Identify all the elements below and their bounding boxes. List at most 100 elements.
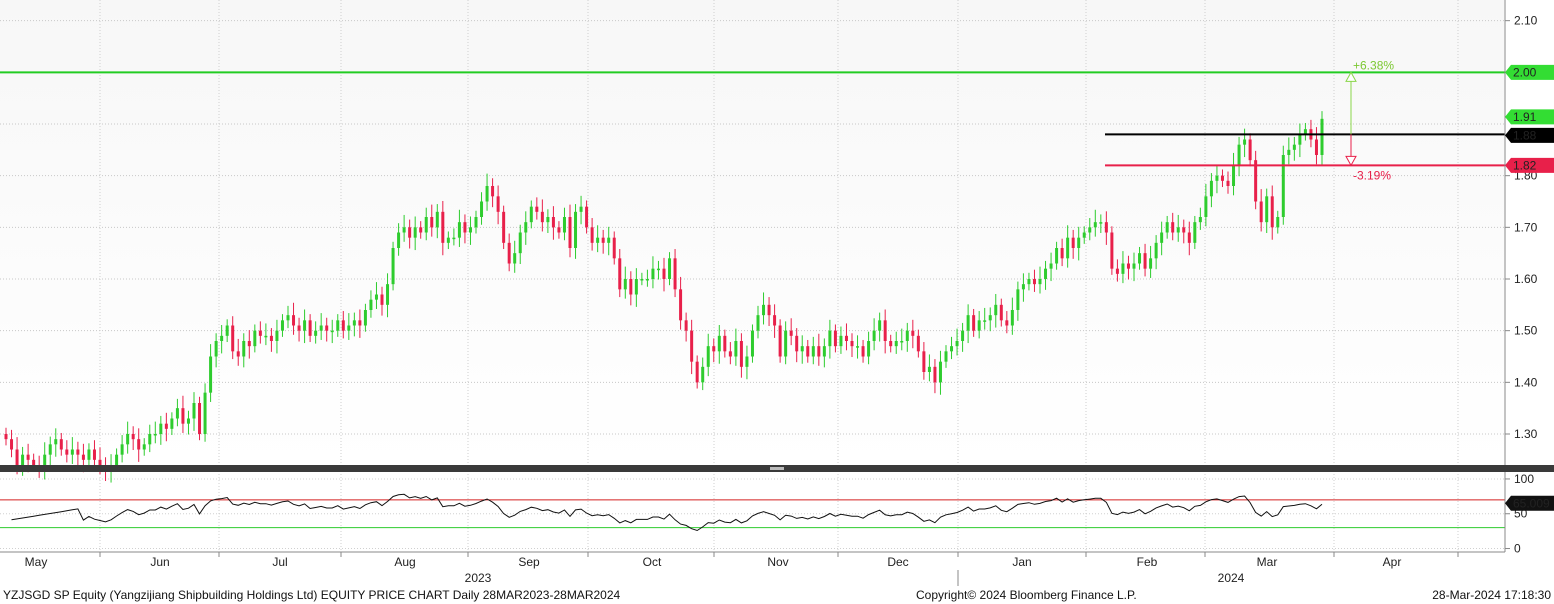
year-label: 2023 <box>465 571 492 585</box>
candle-body <box>181 408 185 424</box>
candle-body <box>1110 232 1114 269</box>
candle-body <box>983 320 987 322</box>
candle-body <box>557 227 561 233</box>
candle-body <box>209 356 213 393</box>
candle-body <box>65 449 69 455</box>
candle-body <box>1187 232 1191 243</box>
candle-body <box>1038 279 1042 285</box>
candle-body <box>640 279 644 281</box>
candle-body <box>850 341 854 347</box>
candle-body <box>1270 196 1274 228</box>
timestamp: 28-Mar-2024 17:18:30 <box>1432 588 1551 602</box>
rsi-line <box>11 493 1323 532</box>
month-label: Jan <box>1012 555 1031 569</box>
candle-body <box>579 206 583 212</box>
candle-body <box>269 335 273 341</box>
candle-body <box>822 346 826 357</box>
splitter-handle[interactable] <box>770 467 784 470</box>
candle-body <box>1021 284 1025 290</box>
candle-body <box>43 454 47 471</box>
candle-body <box>789 330 793 336</box>
candle-body <box>778 325 782 357</box>
candle-body <box>883 320 887 341</box>
candle-body <box>1049 263 1053 269</box>
candle-body <box>413 227 417 238</box>
candle-body <box>430 217 434 228</box>
candle-body <box>98 459 102 465</box>
rsi-tick-label: 0 <box>1514 542 1521 556</box>
rsi-value-tag-bg <box>1505 495 1554 511</box>
annotation-layer: +6.38% -3.19% 2.00 1.91 1.88 1.82 65.009 <box>1353 58 1554 511</box>
candle-body <box>325 325 329 331</box>
candle-body <box>1016 289 1020 310</box>
candle-body <box>363 310 367 326</box>
candle-body <box>1154 242 1158 259</box>
candle-body <box>1204 196 1208 217</box>
candle-body <box>441 211 445 243</box>
candle-body <box>927 366 931 372</box>
y-tick-label: 1.40 <box>1514 375 1538 389</box>
rsi-value-tag: 65.009 <box>1513 496 1550 510</box>
candle-body <box>81 454 85 460</box>
candle-body <box>1248 139 1252 161</box>
candle-body <box>225 325 229 336</box>
support-price-tag-bg <box>1505 157 1554 173</box>
candle-body <box>872 330 876 341</box>
candle-body <box>1198 217 1202 223</box>
candle-body <box>629 279 633 295</box>
candle-body <box>115 454 119 465</box>
candle-body <box>601 237 605 243</box>
candle-body <box>717 335 721 352</box>
candle-body <box>972 315 976 331</box>
candle-body <box>1138 253 1142 264</box>
candles-layer <box>4 111 1324 483</box>
candle-body <box>319 325 323 331</box>
candle-body <box>1276 217 1280 228</box>
candle-body <box>280 320 284 331</box>
candle-body <box>59 439 63 450</box>
candle-body <box>1220 175 1224 181</box>
x-axis: May Jun Jul Aug Sep Oct Nov Dec Jan Feb Mar Apr 2023… <box>25 552 1459 586</box>
candle-body <box>236 351 240 357</box>
candle-body <box>878 320 882 331</box>
candle-body <box>712 346 716 352</box>
candle-body <box>485 186 489 202</box>
candle-body <box>1066 237 1070 259</box>
candle-body <box>784 330 788 357</box>
candle-body <box>889 341 893 347</box>
month-label: Nov <box>767 555 788 569</box>
candle-body <box>1298 134 1302 145</box>
candle-body <box>491 186 495 197</box>
candle-body <box>87 449 91 460</box>
target-price-tag: 2.00 <box>1513 65 1537 79</box>
candle-body <box>894 341 898 347</box>
candle-body <box>54 439 58 445</box>
candle-body <box>275 330 279 341</box>
candle-body <box>585 206 589 228</box>
candle-body <box>668 258 672 279</box>
candle-body <box>596 237 600 243</box>
month-label: Dec <box>887 555 908 569</box>
month-label: Apr <box>1383 555 1402 569</box>
candle-body <box>1259 201 1263 223</box>
candle-body <box>701 366 705 383</box>
candle-body <box>540 211 544 223</box>
candle-body <box>833 330 837 347</box>
candle-body <box>391 248 395 285</box>
candle-body <box>1292 144 1296 150</box>
candle-body <box>203 392 207 434</box>
candle-body <box>408 227 412 238</box>
reference-lines-layer <box>0 71 1505 167</box>
candle-body <box>817 346 821 357</box>
candle-body <box>1209 180 1213 197</box>
candle-body <box>634 279 638 295</box>
rsi-layer <box>0 493 1505 532</box>
candle-body <box>369 299 373 310</box>
candle-body <box>905 330 909 341</box>
candle-body <box>546 217 550 223</box>
candle-body <box>148 434 152 445</box>
candle-body <box>297 325 301 331</box>
candle-body <box>1093 222 1097 228</box>
last-price-tag: 1.91 <box>1513 110 1537 124</box>
candle-body <box>1287 149 1291 155</box>
